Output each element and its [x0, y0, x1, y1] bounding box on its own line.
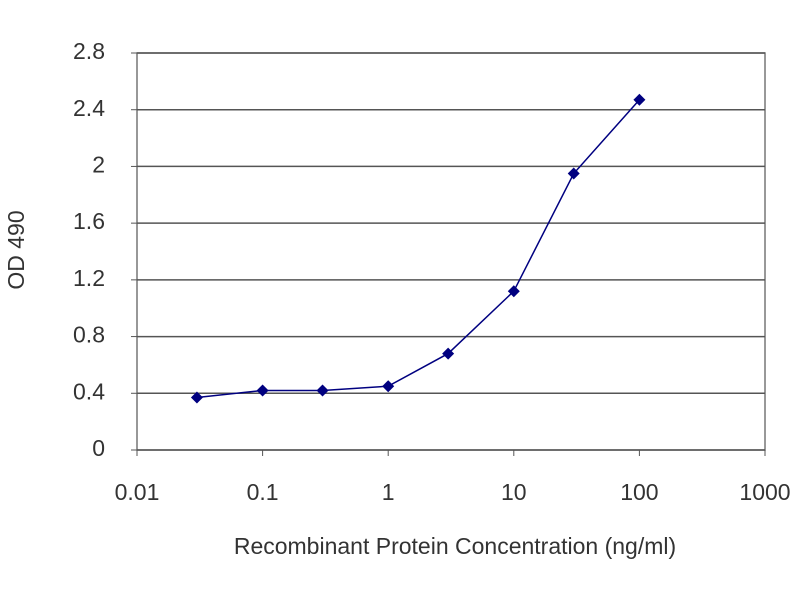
- data-line: [196, 99, 640, 399]
- x-tick-label: 0.01: [115, 479, 160, 505]
- data-point: [567, 167, 580, 180]
- y-tick-label: 0: [92, 435, 105, 461]
- y-tick-label: 1.2: [73, 265, 105, 291]
- data-point: [382, 380, 395, 393]
- x-tick-label: 1000: [739, 479, 790, 505]
- y-tick-label: 0.8: [73, 322, 105, 348]
- data-point: [442, 347, 455, 360]
- y-tick-label: 2: [92, 152, 105, 178]
- y-tick-label: 2.8: [73, 38, 105, 64]
- data-point: [316, 384, 329, 397]
- plot-area: [136, 52, 766, 451]
- data-point: [633, 93, 646, 106]
- y-tick-label: 2.4: [73, 95, 105, 121]
- x-tick-label: 10: [501, 479, 527, 505]
- data-point: [256, 384, 269, 397]
- x-axis-label: Recombinant Protein Concentration (ng/ml…: [234, 533, 676, 559]
- x-tick-label: 100: [620, 479, 658, 505]
- y-axis-label: OD 490: [3, 210, 29, 289]
- x-tick-label: 0.1: [247, 479, 279, 505]
- x-tick-label: 1: [382, 479, 395, 505]
- data-point: [190, 391, 203, 404]
- y-tick-label: 1.6: [73, 208, 105, 234]
- data-point: [507, 285, 520, 298]
- y-tick-label: 0.4: [73, 378, 105, 404]
